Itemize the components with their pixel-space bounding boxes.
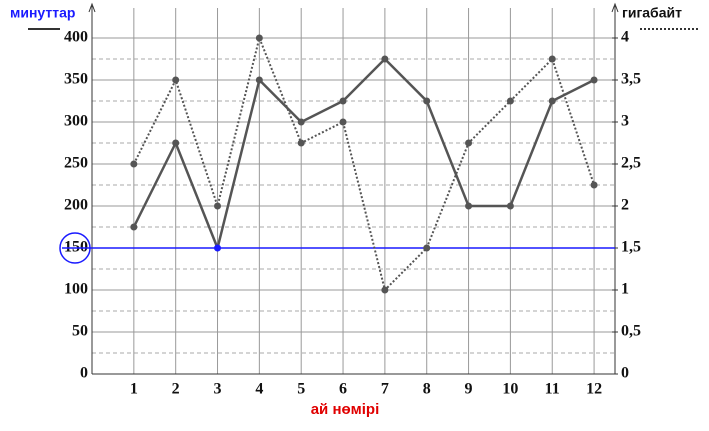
y2-tick-label: 3 xyxy=(621,113,629,130)
highlight-circle xyxy=(59,232,91,264)
y-tick-label: 350 xyxy=(64,71,88,88)
axis-arrow xyxy=(88,2,96,13)
x-tick-label: 11 xyxy=(545,381,560,398)
y2-tick-label: 2,5 xyxy=(621,155,641,172)
x-tick-label: 7 xyxy=(381,381,389,398)
axis-arrow xyxy=(611,2,619,13)
y-tick-label: 50 xyxy=(72,323,88,340)
data-point xyxy=(381,286,389,294)
x-tick-label: 9 xyxy=(465,381,473,398)
series-line xyxy=(132,34,596,292)
y-tick-label: 0 xyxy=(80,365,88,382)
y2-tick-label: 1,5 xyxy=(621,239,641,256)
y2-tick-label: 1 xyxy=(621,281,629,298)
y2-tick-label: 4 xyxy=(621,29,629,46)
data-point xyxy=(214,244,222,252)
data-point xyxy=(465,139,473,147)
x-axis-label: ай нөмірі xyxy=(311,401,380,418)
y2-tick-label: 2 xyxy=(621,197,629,214)
data-point xyxy=(130,223,138,231)
data-point xyxy=(172,76,180,84)
x-tick-label: 4 xyxy=(255,381,263,398)
y-tick-label: 150 xyxy=(64,239,88,256)
y-tick-label: 200 xyxy=(64,197,88,214)
x-tick-label: 6 xyxy=(339,381,347,398)
data-point xyxy=(255,76,263,84)
x-tick-label: 1 xyxy=(130,381,138,398)
data-point xyxy=(465,202,473,210)
data-point xyxy=(590,181,598,189)
y2-tick-label: 0,5 xyxy=(621,323,641,340)
x-tick-label: 3 xyxy=(214,381,222,398)
data-point xyxy=(130,160,138,168)
y-tick-label: 250 xyxy=(64,155,88,172)
data-point xyxy=(339,118,347,126)
data-point xyxy=(255,34,263,42)
data-point xyxy=(214,202,222,210)
data-point xyxy=(423,97,431,105)
data-point xyxy=(339,97,347,105)
y2-tick-label: 0 xyxy=(621,365,629,382)
data-point xyxy=(297,118,305,126)
x-tick-label: 10 xyxy=(502,381,518,398)
x-tick-label: 5 xyxy=(297,381,305,398)
series-line xyxy=(132,57,595,253)
legend-label: минуттар xyxy=(10,5,75,21)
y2-tick-label: 3,5 xyxy=(621,71,641,88)
legend-label: гигабайт xyxy=(622,5,682,21)
data-point xyxy=(506,202,514,210)
y-tick-label: 300 xyxy=(64,113,88,130)
y-tick-label: 400 xyxy=(64,29,88,46)
data-point xyxy=(548,97,556,105)
x-tick-label: 8 xyxy=(423,381,431,398)
data-point xyxy=(548,55,556,63)
data-point xyxy=(506,97,514,105)
data-point xyxy=(381,55,389,63)
y-tick-label: 100 xyxy=(64,281,88,298)
data-point xyxy=(297,139,305,147)
x-tick-label: 12 xyxy=(586,381,602,398)
x-tick-label: 2 xyxy=(172,381,180,398)
data-point xyxy=(423,244,431,252)
data-point xyxy=(172,139,180,147)
data-point xyxy=(590,76,598,84)
